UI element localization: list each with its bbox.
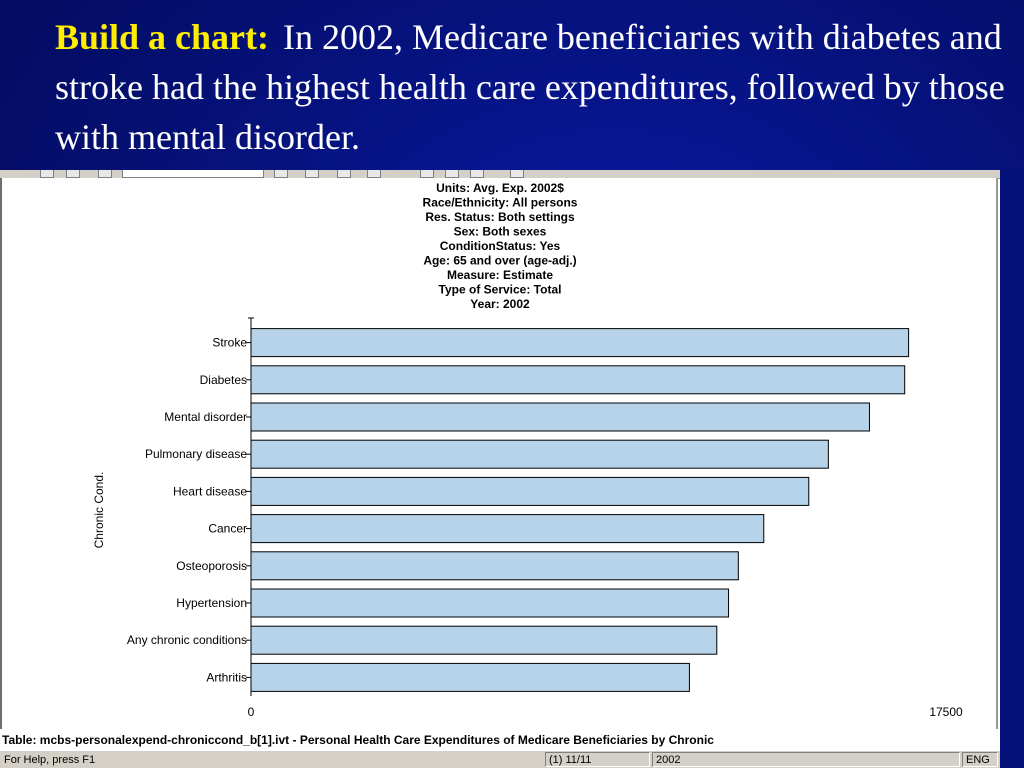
chart-header-line: Age: 65 and over (age-adj.) bbox=[423, 254, 576, 268]
category-label: Diabetes bbox=[200, 373, 247, 387]
bar-diabetes bbox=[250, 365, 906, 395]
table-caption: Table: mcbs-personalexpend-chroniccond_b… bbox=[2, 733, 714, 747]
toolbar-print-icon[interactable] bbox=[98, 170, 112, 178]
chart-header-line: Type of Service: Total bbox=[439, 283, 562, 297]
toolbar-table-icon[interactable] bbox=[420, 170, 434, 178]
bar-pulmonary-disease bbox=[250, 439, 829, 469]
chart-header-line: Units: Avg. Exp. 2002$ bbox=[436, 181, 564, 195]
toolbar-line-icon[interactable] bbox=[470, 170, 484, 178]
bar-stroke bbox=[250, 328, 910, 358]
toolbar-bar-icon[interactable] bbox=[445, 170, 459, 178]
status-year: 2002 bbox=[652, 752, 960, 767]
bar-heart-disease bbox=[250, 476, 810, 506]
app-window: Units: Avg. Exp. 2002$ Race/Ethnicity: Al… bbox=[0, 170, 1000, 768]
category-label: Osteoporosis bbox=[176, 559, 247, 573]
bar-osteoporosis bbox=[250, 551, 739, 581]
chart-header-line: Race/Ethnicity: All persons bbox=[423, 196, 578, 210]
status-bar: For Help, press F1 (1) 11/11 2002 ENG bbox=[0, 750, 1000, 768]
bar-cancer bbox=[250, 514, 765, 544]
category-label: Arthritis bbox=[206, 670, 247, 684]
chart-header-line: Res. Status: Both settings bbox=[425, 210, 575, 224]
x-tick-label-max: 17500 bbox=[929, 705, 963, 719]
toolbar-save-icon[interactable] bbox=[66, 170, 80, 178]
bar-chart: Units: Avg. Exp. 2002$Race/Ethnicity: Al… bbox=[92, 181, 963, 719]
bar-any-chronic-conditions bbox=[250, 625, 718, 655]
toolbar-pivot-icon[interactable] bbox=[367, 170, 381, 178]
y-axis-title: Chronic Cond. bbox=[92, 472, 106, 549]
category-label: Any chronic conditions bbox=[127, 633, 247, 647]
bar-arthritis bbox=[250, 662, 690, 692]
category-label: Mental disorder bbox=[164, 410, 247, 424]
toolbar-chart-icon[interactable] bbox=[274, 170, 288, 178]
status-page: (1) 11/11 bbox=[545, 752, 650, 767]
chart-header-line: Measure: Estimate bbox=[447, 268, 553, 282]
slide-right-margin bbox=[1000, 170, 1024, 768]
category-label: Heart disease bbox=[173, 484, 247, 498]
chart-header-line: ConditionStatus: Yes bbox=[440, 239, 561, 253]
toolbar-open-icon[interactable] bbox=[40, 170, 54, 178]
toolbar-filter-icon[interactable] bbox=[337, 170, 351, 178]
x-tick-label-min: 0 bbox=[248, 705, 255, 719]
chart-header-line: Sex: Both sexes bbox=[454, 225, 547, 239]
status-help-text: For Help, press F1 bbox=[4, 754, 96, 766]
category-label: Cancer bbox=[208, 522, 247, 536]
bar-hypertension bbox=[250, 588, 730, 618]
status-language: ENG bbox=[962, 752, 998, 767]
bar-mental-disorder bbox=[250, 402, 870, 432]
chart-header-line: Year: 2002 bbox=[470, 297, 530, 311]
toolbar-help-icon[interactable] bbox=[510, 170, 524, 178]
slide-title-lead: Build a chart: bbox=[55, 17, 270, 57]
toolbar-combo[interactable] bbox=[122, 170, 264, 178]
category-label: Pulmonary disease bbox=[145, 447, 247, 461]
slide-title: Build a chart: In 2002, Medicare benefici… bbox=[55, 12, 1005, 162]
toolbar-sort-icon[interactable] bbox=[305, 170, 319, 178]
category-label: Stroke bbox=[212, 336, 247, 350]
category-label: Hypertension bbox=[176, 596, 247, 610]
chart-frame: Units: Avg. Exp. 2002$ Race/Ethnicity: Al… bbox=[0, 178, 998, 729]
slide-title-text: In 2002, Medicare beneficiaries with dia… bbox=[55, 17, 1005, 157]
